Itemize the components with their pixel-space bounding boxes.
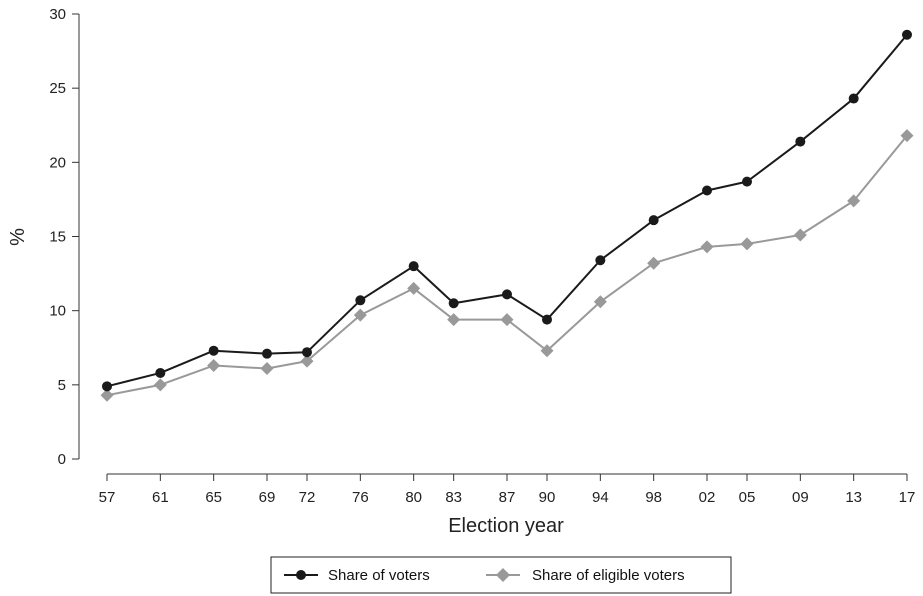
data-point-s0-87 — [502, 289, 512, 300]
data-point-s1-17 — [900, 129, 914, 143]
data-point-s0-98 — [648, 215, 659, 226]
data-point-s1-69 — [260, 362, 274, 376]
data-point-s1-98 — [647, 256, 661, 270]
x-tick-label-02: 02 — [699, 489, 716, 506]
data-point-s1-83 — [447, 313, 461, 327]
data-point-s0-90 — [542, 314, 552, 325]
series-layer — [100, 29, 914, 402]
data-point-s0-13 — [848, 93, 859, 104]
x-tick-label-65: 65 — [205, 489, 222, 506]
x-tick-label-09: 09 — [792, 489, 809, 506]
x-tick-label-69: 69 — [259, 489, 276, 506]
series-0 — [102, 29, 912, 392]
data-point-s1-05 — [740, 237, 754, 251]
data-point-s0-76 — [355, 295, 366, 306]
legend-marker-series-1 — [496, 568, 510, 582]
data-point-s1-72 — [300, 354, 314, 368]
x-tick-label-87: 87 — [499, 489, 516, 506]
x-tick-label-17: 17 — [899, 489, 916, 506]
data-point-s1-09 — [793, 228, 807, 242]
legend-label-series-1: Share of eligible voters — [532, 567, 685, 584]
x-tick-label-80: 80 — [405, 489, 422, 506]
y-tick-label-30: 30 — [49, 6, 66, 23]
data-point-s0-65 — [208, 345, 219, 356]
x-tick-label-57: 57 — [99, 489, 116, 506]
x-tick-label-98: 98 — [645, 489, 662, 506]
y-tick-label-10: 10 — [49, 303, 66, 320]
y-tick-label-20: 20 — [49, 154, 66, 171]
data-point-s0-05 — [742, 176, 752, 187]
data-point-s1-90 — [540, 344, 554, 358]
x-tick-label-94: 94 — [592, 489, 609, 506]
data-point-s1-57 — [100, 388, 114, 402]
y-tick-label-5: 5 — [58, 377, 66, 394]
data-point-s0-09 — [795, 136, 806, 147]
series-line-1 — [106, 135, 908, 397]
data-point-s1-80 — [407, 281, 421, 295]
series-line-0 — [106, 34, 908, 388]
x-tick-label-90: 90 — [539, 489, 556, 506]
series-1 — [100, 129, 914, 402]
legend-marker-series-0 — [296, 570, 306, 580]
y-tick-label-25: 25 — [49, 80, 66, 97]
data-point-s1-65 — [207, 359, 221, 373]
y-axis-title: % — [7, 228, 29, 246]
data-point-s0-69 — [262, 348, 272, 359]
data-point-s0-02 — [702, 185, 712, 196]
data-point-s0-61 — [155, 367, 166, 378]
data-point-s0-72 — [302, 347, 312, 358]
y-tick-label-15: 15 — [49, 229, 66, 246]
x-tick-label-72: 72 — [299, 489, 316, 506]
x-tick-label-61: 61 — [152, 489, 169, 506]
data-point-s0-57 — [102, 381, 112, 392]
legend-box — [270, 556, 732, 594]
data-point-s1-76 — [353, 308, 367, 322]
legend: Share of voters Share of eligible voters — [270, 556, 732, 594]
x-axis: 57 61 65 69 72 76 80 83 87 90 94 98 02 05 09 13 17 — [99, 473, 916, 506]
data-point-s1-94 — [593, 295, 607, 309]
data-point-s1-87 — [500, 313, 514, 327]
x-tick-label-76: 76 — [352, 489, 369, 506]
y-axis: 0 5 10 15 20 25 30 — [49, 6, 80, 468]
data-point-s1-61 — [153, 378, 167, 392]
x-tick-label-05: 05 — [739, 489, 756, 506]
x-tick-label-83: 83 — [445, 489, 462, 506]
x-tick-label-13: 13 — [845, 489, 862, 506]
data-point-s1-02 — [700, 240, 714, 254]
data-point-s0-17 — [902, 29, 912, 40]
data-point-s0-80 — [408, 261, 419, 272]
legend-label-series-0: Share of voters — [328, 567, 430, 584]
x-axis-title: Election year — [448, 515, 564, 537]
data-point-s1-13 — [847, 194, 861, 208]
y-tick-label-0: 0 — [58, 451, 66, 468]
data-point-s0-83 — [448, 298, 459, 309]
data-point-s0-94 — [595, 255, 606, 266]
